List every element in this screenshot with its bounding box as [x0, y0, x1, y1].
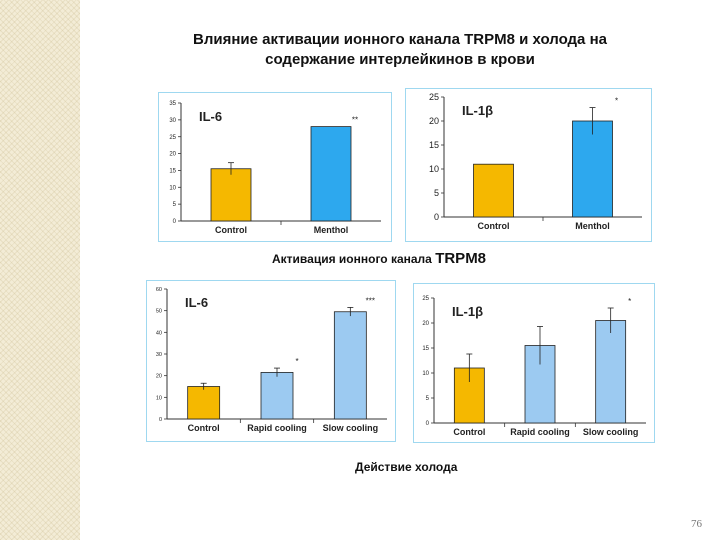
y-tick-label: 5 [173, 202, 177, 208]
bar [572, 120, 613, 218]
x-category-label: Control [478, 221, 510, 231]
bar [333, 311, 367, 420]
chart-title: IL-1β [452, 304, 483, 319]
y-tick-label: 15 [169, 169, 176, 175]
significance-marker: * [295, 357, 298, 366]
bar [187, 386, 221, 420]
y-tick-label: 20 [429, 116, 439, 126]
y-tick-label: 25 [422, 296, 429, 302]
chart-il6-menthol: 0 5 10 15 20 25 30 35 Control ** Menthol IL-6 [169, 101, 381, 235]
y-tick-label: 0 [434, 212, 439, 222]
y-tick-label: 60 [156, 287, 162, 293]
x-category-label: Control [215, 225, 247, 235]
y-tick-label: 0 [173, 219, 177, 225]
significance-marker: ** [352, 116, 358, 125]
chart-panel-il6-cooling: 0 10 20 30 40 50 60 Control * Rapid cooling *** Slo… [146, 280, 396, 442]
x-category-label: Slow cooling [323, 423, 379, 433]
chart-title: IL-6 [199, 109, 222, 124]
y-tick-label: 25 [169, 135, 176, 141]
y-tick-label: 30 [156, 352, 162, 358]
y-tick-label: 15 [422, 346, 429, 352]
significance-marker: * [615, 97, 618, 106]
slide-title-line-1: Влияние активации ионного канала TRPM8 и… [193, 31, 607, 48]
x-category-label: Control [453, 427, 485, 437]
y-tick-label: 20 [156, 374, 162, 380]
y-tick-label: 20 [422, 321, 429, 327]
x-category-label: Menthol [314, 225, 349, 235]
x-category-label: Menthol [575, 221, 610, 231]
significance-marker: *** [366, 296, 375, 305]
y-tick-label: 20 [169, 152, 176, 158]
caption-trpm8-suffix: TRPM8 [435, 250, 487, 267]
x-category-label: Rapid cooling [510, 427, 570, 437]
y-tick-label: 5 [434, 188, 439, 198]
chart-title: IL-6 [185, 295, 208, 310]
y-tick-label: 10 [429, 164, 439, 174]
chart-title: IL-1β [462, 103, 493, 118]
chart-panel-il1b-cooling: 0 5 10 15 20 25 Control Rapid cooling * Slow cool… [413, 283, 655, 443]
y-tick-label: 10 [169, 185, 176, 191]
y-tick-label: 0 [159, 417, 162, 423]
bar [210, 168, 252, 222]
y-tick-label: 30 [169, 118, 176, 124]
chart-panel-il1b-menthol: 0 5 10 15 20 25 Control * Menthol IL-1β [405, 88, 652, 242]
slide-title: Влияние активации ионного канала TRPM8 и… [150, 30, 650, 70]
slide-title-line-2: содержание интерлейкинов в крови [265, 51, 535, 68]
y-tick-label: 10 [422, 371, 429, 377]
caption-cold: Действие холода [355, 460, 458, 474]
x-category-label: Rapid cooling [247, 423, 307, 433]
y-tick-label: 15 [429, 140, 439, 150]
y-tick-label: 0 [426, 421, 430, 427]
significance-marker: * [628, 297, 631, 306]
chart-il1b-menthol: 0 5 10 15 20 25 Control * Menthol IL-1β [429, 92, 642, 231]
chart-il1b-cooling: 0 5 10 15 20 25 Control Rapid cooling * Slow cool… [422, 296, 646, 437]
chart-il6-cooling: 0 10 20 30 40 50 60 Control * Rapid cooling *** Slo… [156, 287, 387, 433]
y-tick-label: 40 [156, 330, 162, 336]
y-tick-label: 50 [156, 309, 162, 315]
bar [310, 126, 352, 222]
bar [260, 372, 294, 420]
y-tick-label: 5 [426, 396, 430, 402]
bar [595, 320, 627, 424]
caption-trpm8-prefix: Активация ионного канала [272, 252, 432, 266]
y-tick-label: 35 [169, 101, 176, 107]
decorative-left-strip [0, 0, 80, 540]
x-category-label: Control [188, 423, 220, 433]
y-tick-label: 25 [429, 92, 439, 102]
chart-panel-il6-menthol: 0 5 10 15 20 25 30 35 Control ** Menthol IL-6 [158, 92, 392, 242]
page-number: 76 [691, 518, 702, 530]
caption-trpm8: Активация ионного канала TRPM8 [272, 250, 486, 267]
bar [473, 163, 514, 218]
y-tick-label: 10 [156, 395, 162, 401]
x-category-label: Slow cooling [583, 427, 639, 437]
